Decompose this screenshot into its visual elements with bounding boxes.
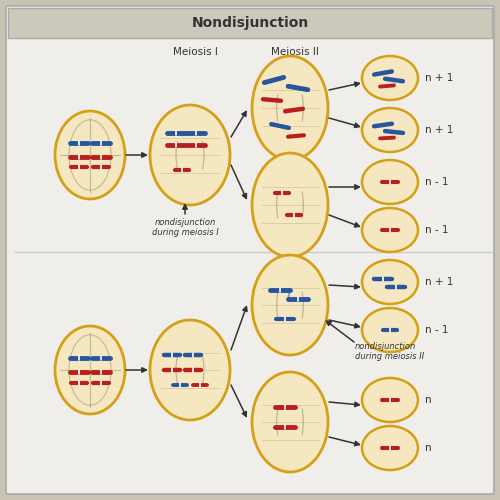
Text: nondisjunction
during meiosis I: nondisjunction during meiosis I bbox=[152, 218, 218, 238]
Text: n - 1: n - 1 bbox=[425, 225, 448, 235]
Ellipse shape bbox=[252, 153, 328, 257]
Ellipse shape bbox=[362, 208, 418, 252]
Text: n - 1: n - 1 bbox=[425, 177, 448, 187]
Ellipse shape bbox=[55, 326, 125, 414]
Text: n: n bbox=[425, 443, 432, 453]
Text: Meiosis II: Meiosis II bbox=[271, 47, 319, 57]
Ellipse shape bbox=[362, 56, 418, 100]
Ellipse shape bbox=[252, 56, 328, 160]
Text: n + 1: n + 1 bbox=[425, 73, 454, 83]
Ellipse shape bbox=[362, 308, 418, 352]
Ellipse shape bbox=[150, 320, 230, 420]
Ellipse shape bbox=[362, 378, 418, 422]
Text: nondisjunction
during meiosis II: nondisjunction during meiosis II bbox=[355, 342, 424, 361]
Ellipse shape bbox=[252, 255, 328, 355]
Text: n: n bbox=[425, 395, 432, 405]
Ellipse shape bbox=[362, 160, 418, 204]
Text: Meiosis I: Meiosis I bbox=[172, 47, 218, 57]
Text: n - 1: n - 1 bbox=[425, 325, 448, 335]
Ellipse shape bbox=[252, 372, 328, 472]
Bar bbox=[8, 8, 492, 38]
Ellipse shape bbox=[362, 260, 418, 304]
Ellipse shape bbox=[150, 105, 230, 205]
Text: Nondisjunction: Nondisjunction bbox=[192, 16, 308, 30]
FancyBboxPatch shape bbox=[6, 6, 494, 494]
Text: n + 1: n + 1 bbox=[425, 277, 454, 287]
Ellipse shape bbox=[362, 108, 418, 152]
Ellipse shape bbox=[362, 426, 418, 470]
Ellipse shape bbox=[55, 111, 125, 199]
Text: n + 1: n + 1 bbox=[425, 125, 454, 135]
